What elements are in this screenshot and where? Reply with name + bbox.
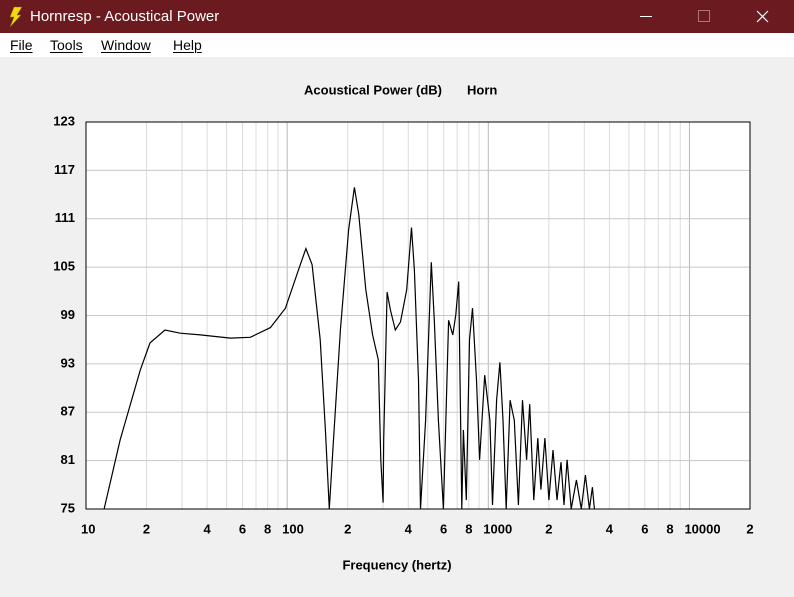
title-icons [9, 6, 769, 28]
x-tick-label: 10 [81, 521, 95, 536]
menu-item[interactable]: Window [101, 37, 151, 53]
x-tick-label: 8 [264, 521, 271, 536]
window-title: Hornresp - Acoustical Power [30, 8, 220, 25]
x-tick-label: 2 [545, 521, 552, 536]
y-tick-label: 93 [61, 355, 75, 370]
x-tick-label: 100 [282, 521, 304, 536]
y-tick-label: 81 [61, 452, 75, 467]
title-bar: Hornresp - Acoustical Power [0, 0, 794, 33]
y-tick-label: 117 [54, 162, 75, 177]
menu-item[interactable]: File [10, 37, 33, 53]
menu-bar: File Tools Window Help [0, 33, 794, 57]
x-tick-label: 2 [746, 521, 753, 536]
x-tick-label: 2 [344, 521, 351, 536]
chart-title: Acoustical Power (dB) [304, 82, 442, 97]
x-tick-label: 6 [641, 521, 648, 536]
x-tick-label: 1000 [483, 521, 512, 536]
x-tick-label: 4 [203, 521, 211, 536]
data-line [103, 187, 595, 510]
plot-border [85, 121, 751, 510]
x-tick-label: 6 [239, 521, 246, 536]
x-tick-label: 10000 [684, 521, 720, 536]
x-tick-label: 2 [143, 521, 150, 536]
menu-item[interactable]: Tools [50, 37, 83, 53]
y-tick-label: 87 [61, 404, 75, 419]
x-tick-label: 4 [606, 521, 614, 536]
app-icon [9, 6, 23, 28]
maximize-button[interactable] [698, 10, 710, 22]
x-tick-label: 6 [440, 521, 447, 536]
y-tick-label: 105 [53, 259, 75, 274]
x-tick-label: 8 [666, 521, 673, 536]
x-tick-label: 8 [465, 521, 472, 536]
x-tick-label: 4 [405, 521, 413, 536]
chart-subtitle: Horn [467, 82, 497, 97]
x-axis-label: Frequency (hertz) [342, 557, 451, 572]
y-tick-label: 123 [53, 113, 75, 128]
y-tick-label: 111 [55, 210, 75, 225]
menu-item[interactable]: Help [173, 37, 202, 53]
y-tick-label: 75 [61, 500, 75, 515]
close-button[interactable] [756, 10, 769, 23]
y-tick-label: 99 [61, 307, 75, 322]
